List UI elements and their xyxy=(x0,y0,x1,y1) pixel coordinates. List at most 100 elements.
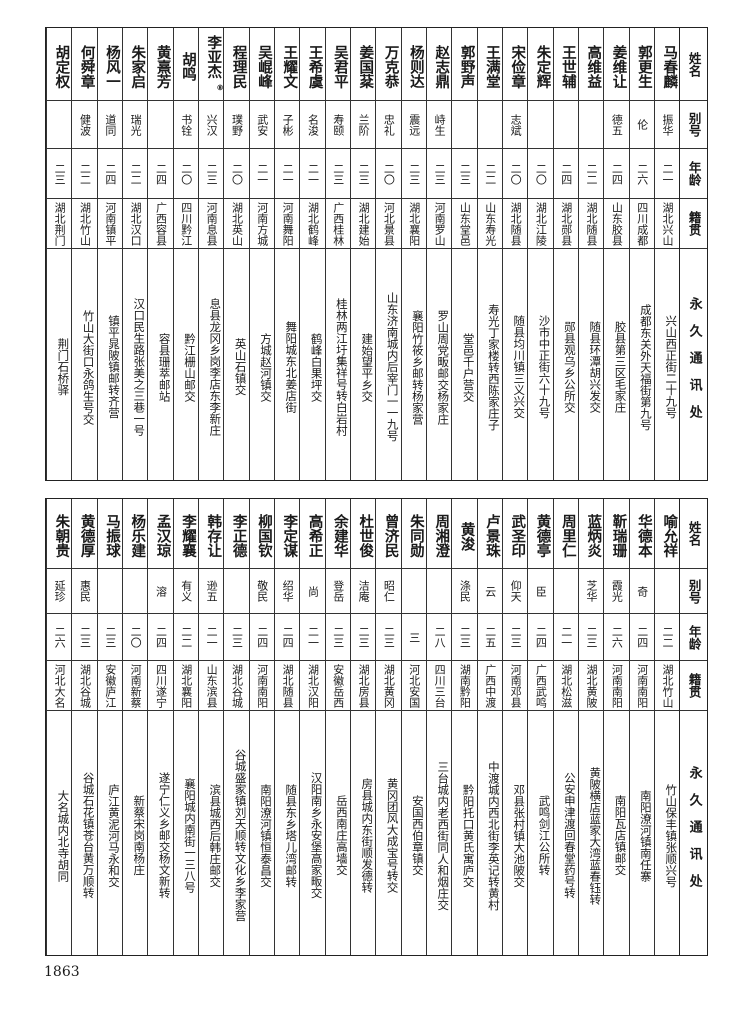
origin-text: 湖北江陵 xyxy=(534,201,548,246)
table-row: 李正德 二三 湖北谷城 谷城盛家镇刘天顺转文化乡李家营 xyxy=(223,499,249,955)
cell-origin: 河南息县 xyxy=(198,199,224,249)
table-row: 周里仁 二一 湖北松滋 公安申津渡回春堂药号转 xyxy=(552,499,578,955)
address-text: 滨县城西后韩庄邮交 xyxy=(208,783,223,888)
table-row: 胡定权 二三 湖北荆门 荆门石桥驿 xyxy=(45,28,72,480)
name-text: 黄德亭 xyxy=(534,514,552,558)
age-text: 二三 xyxy=(357,626,371,648)
cell-alias: 武安 xyxy=(249,101,274,149)
cell-age: 二四 xyxy=(629,614,654,661)
address-text: 随县均川镇三义兴交 xyxy=(512,315,527,419)
cell-name: 马春麟 xyxy=(654,28,680,101)
address-text: 南阳瓦店镇邮交 xyxy=(613,795,628,876)
address-text: 荆门石桥驿 xyxy=(56,338,71,396)
cell-alias xyxy=(477,101,502,149)
cell-alias: 洁庵 xyxy=(350,569,376,614)
alias-text: 霞光 xyxy=(610,580,624,602)
table-row: 李定谋 绍华 二四 湖北随县 随县东乡塔儿湾邮转 xyxy=(273,499,300,955)
cell-address: 中渡城内西北街李英记转黄村 xyxy=(478,711,502,955)
table-row: 马振球 二三 安徽庐江 庐江黄泥河马永和交 xyxy=(96,499,122,955)
name-text: 李定谋 xyxy=(281,514,299,558)
cell-address: 武鸣剑江公所转 xyxy=(528,711,552,955)
cell-alias: 志斌 xyxy=(502,101,528,149)
cell-age: 二三 xyxy=(452,149,477,199)
alias-text: 德五 xyxy=(610,113,624,136)
cell-name: 周湘澄 xyxy=(426,499,452,569)
cell-address: 郧县观乌乡公所交 xyxy=(554,249,578,480)
cell-name: 李定谋 xyxy=(274,499,300,569)
alias-text: 尚 xyxy=(306,585,320,597)
address-text: 谷城盛家镇刘天顺转文化乡李家营 xyxy=(233,749,248,922)
name-text: 朱朝贵 xyxy=(53,514,71,558)
age-text: 二四 xyxy=(281,626,295,648)
origin-text: 湖北黄陂 xyxy=(585,663,599,708)
cell-origin: 湖北建始 xyxy=(350,199,376,249)
cell-alias xyxy=(553,569,578,614)
cell-alias xyxy=(528,101,553,149)
name-text: 高希正 xyxy=(306,514,324,558)
cell-name: 郭更生 xyxy=(629,28,654,101)
cell-age: 二〇 xyxy=(376,149,401,199)
cell-alias: 涤民 xyxy=(452,569,477,614)
cell-age: 二二 xyxy=(654,614,680,661)
cell-alias: 德五 xyxy=(604,101,629,149)
cell-alias: 峙生 xyxy=(426,101,452,149)
name-text: 黄熹芳 xyxy=(154,44,172,89)
cell-age: 二一 xyxy=(300,149,325,199)
table-row: 马春麟 振华 二一 湖北兴山 兴山西正街二十九号 xyxy=(653,28,680,480)
cell-address: 公安申津渡回春堂药号转 xyxy=(554,711,578,955)
cell-age: 二四 xyxy=(97,149,122,199)
cell-origin: 湖北鹤峰 xyxy=(300,199,325,249)
cell-alias: 芝华 xyxy=(578,569,604,614)
cell-age: 二三 xyxy=(198,149,224,199)
address-text: 襄阳竹筱乡邮转杨家营 xyxy=(410,309,425,425)
cell-name: 程理民 xyxy=(224,28,249,101)
cell-origin: 四川三台 xyxy=(426,661,452,711)
cell-name: 李耀襄 xyxy=(173,499,198,569)
cell-age: 二四 xyxy=(274,614,300,661)
cell-name: 柳国钦 xyxy=(249,499,274,569)
name-text: 李正德 xyxy=(230,514,248,558)
cell-alias xyxy=(553,101,578,149)
name-text: 王世辅 xyxy=(559,44,577,89)
table-row: 杨风一 道同 二四 河南镇平 镇平晁陂镇邮转齐营 xyxy=(96,28,122,480)
cell-address: 胶县第三区毛家庄 xyxy=(604,249,628,480)
alias-text: 延珍 xyxy=(53,580,67,602)
header-origin: 籍贯 xyxy=(680,661,707,711)
cell-origin: 湖北襄阳 xyxy=(401,199,426,249)
cell-address: 遂宁仁义乡邮交杨文新转 xyxy=(148,711,172,955)
cell-age: 二六 xyxy=(604,614,629,661)
name-text: 周湘澄 xyxy=(433,514,451,558)
cell-address: 安国西伯章镇交 xyxy=(402,711,426,955)
cell-age: 二三 xyxy=(350,149,376,199)
origin-text: 湖北竹山 xyxy=(78,201,92,246)
table-row: 吴君平 寿颐 二三 广西桂林 桂林两江圩集祥号转白岩村 xyxy=(324,28,350,480)
cell-alias: 兴汉 xyxy=(198,101,224,149)
origin-text: 湖北郧县 xyxy=(559,201,573,246)
table-row: 杜世俊 洁庵 二三 湖北房县 房县城内东街顺发德转 xyxy=(349,499,376,955)
table-row: 王满堂 二二 山东寿光 寿光丁家楼转西陈家庄子 xyxy=(476,28,502,480)
cell-origin: 湖北黄冈 xyxy=(376,661,401,711)
origin-text: 湖北兴山 xyxy=(661,201,675,246)
cell-alias xyxy=(46,101,72,149)
cell-name: 马振球 xyxy=(97,499,122,569)
cell-age: 二三 xyxy=(502,614,528,661)
age-text: 二四 xyxy=(610,162,624,185)
origin-text: 山东堂邑 xyxy=(458,201,472,246)
table-row: 王世辅 二四 湖北郧县 郧县观乌乡公所交 xyxy=(552,28,578,480)
header-alias: 别号 xyxy=(680,101,707,149)
cell-name: 姜维让 xyxy=(604,28,629,101)
alias-text: 昭仁 xyxy=(382,580,396,602)
cell-origin: 河南南阳 xyxy=(249,661,274,711)
cell-alias: 云 xyxy=(477,569,502,614)
cell-origin: 湖北随县 xyxy=(578,199,604,249)
name-text: 喻允祥 xyxy=(661,514,679,558)
cell-origin: 四川成都 xyxy=(629,199,654,249)
cell-name: 喻允祥 xyxy=(654,499,680,569)
alias-text: 忠礼 xyxy=(382,113,396,136)
cell-address: 鹤峰白果坪交 xyxy=(300,249,324,480)
name-text: 李亚杰 xyxy=(205,34,223,79)
cell-name: 卢景珠 xyxy=(477,499,502,569)
table-row: 杨则达 震远 二三 湖北襄阳 襄阳竹筱乡邮转杨家营 xyxy=(400,28,426,480)
name-text: 吴君平 xyxy=(331,44,349,89)
name-text: 王耀文 xyxy=(281,44,299,89)
